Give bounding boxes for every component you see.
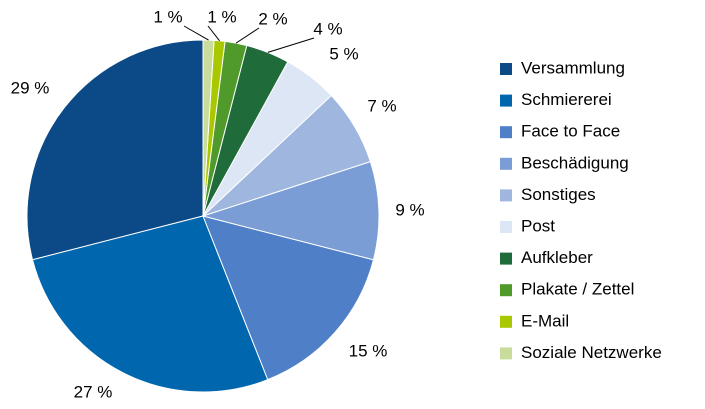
legend-label: Schmiererei — [521, 90, 612, 109]
data-label: 1 % — [153, 7, 182, 26]
data-label: 15 % — [349, 341, 388, 360]
data-label: 5 % — [329, 44, 358, 63]
legend-swatch — [500, 252, 512, 265]
data-label: 4 % — [313, 19, 342, 38]
pie-slice — [202, 215, 375, 381]
legend-label: Sonstiges — [521, 185, 596, 204]
legend-swatch — [500, 284, 512, 297]
legend-label: E-Mail — [521, 311, 569, 330]
leader-line — [267, 37, 315, 53]
legend-swatch — [500, 189, 512, 202]
pie-slice — [31, 215, 269, 393]
leader-line — [207, 25, 220, 42]
legend-label: Beschädigung — [521, 153, 629, 172]
data-label: 27 % — [74, 382, 113, 401]
data-label: 2 % — [258, 9, 287, 28]
legend-swatch — [500, 157, 512, 170]
pie-slice — [201, 160, 380, 261]
pie-slice — [26, 39, 204, 261]
legend-label: Face to Face — [521, 122, 620, 141]
legend-swatch — [500, 63, 512, 75]
legend-label: Versammlung — [521, 58, 625, 77]
data-label: 7 % — [367, 96, 396, 115]
legend-swatch — [500, 315, 512, 328]
legend-label: Plakate / Zettel — [521, 280, 634, 299]
legend-swatch — [500, 221, 512, 233]
legend-swatch — [500, 347, 512, 360]
legend-label: Post — [521, 216, 555, 235]
legend-label: Aufkleber — [521, 248, 593, 267]
leader-line — [235, 27, 260, 44]
data-label: 9 % — [395, 200, 424, 219]
data-label: 29 % — [11, 78, 50, 97]
legend-label: Soziale Netzwerke — [521, 343, 662, 362]
leader-line — [183, 25, 209, 41]
legend-swatch — [500, 126, 512, 139]
data-label: 1 % — [207, 7, 236, 26]
legend-swatch — [500, 94, 512, 107]
